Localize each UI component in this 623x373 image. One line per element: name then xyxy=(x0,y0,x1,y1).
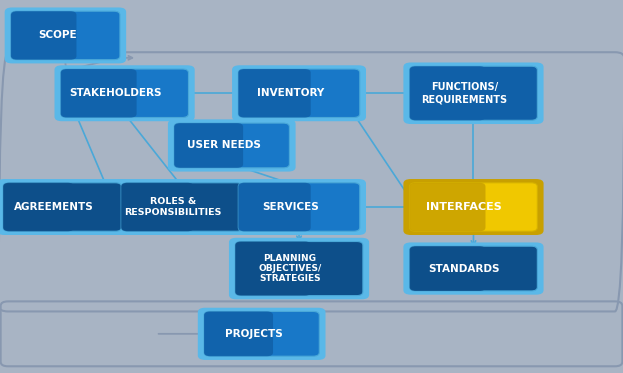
FancyBboxPatch shape xyxy=(61,69,188,117)
FancyBboxPatch shape xyxy=(404,242,543,295)
FancyBboxPatch shape xyxy=(168,119,295,172)
Text: STANDARDS: STANDARDS xyxy=(429,264,500,273)
FancyBboxPatch shape xyxy=(197,308,325,360)
FancyBboxPatch shape xyxy=(11,11,77,60)
FancyBboxPatch shape xyxy=(238,69,359,117)
FancyBboxPatch shape xyxy=(204,311,273,356)
Text: PROJECTS: PROJECTS xyxy=(224,329,282,339)
FancyBboxPatch shape xyxy=(115,179,249,235)
FancyBboxPatch shape xyxy=(174,123,243,168)
FancyBboxPatch shape xyxy=(235,242,311,295)
FancyBboxPatch shape xyxy=(3,183,121,231)
FancyBboxPatch shape xyxy=(410,66,537,120)
Text: ROLES &
RESPONSIBILITIES: ROLES & RESPONSIBILITIES xyxy=(125,197,222,217)
FancyBboxPatch shape xyxy=(174,123,289,168)
FancyBboxPatch shape xyxy=(410,66,485,120)
Text: STAKEHOLDERS: STAKEHOLDERS xyxy=(69,88,161,98)
Text: AGREEMENTS: AGREEMENTS xyxy=(14,202,93,212)
FancyBboxPatch shape xyxy=(410,183,485,231)
FancyBboxPatch shape xyxy=(238,183,359,231)
Text: USER NEEDS: USER NEEDS xyxy=(187,141,260,150)
FancyBboxPatch shape xyxy=(410,183,537,231)
Text: FUNCTIONS/
REQUIREMENTS: FUNCTIONS/ REQUIREMENTS xyxy=(421,82,507,104)
Text: SCOPE: SCOPE xyxy=(39,31,77,40)
FancyBboxPatch shape xyxy=(229,238,369,299)
FancyBboxPatch shape xyxy=(235,242,363,295)
FancyBboxPatch shape xyxy=(61,69,136,117)
FancyBboxPatch shape xyxy=(121,183,242,231)
FancyBboxPatch shape xyxy=(11,11,120,60)
FancyBboxPatch shape xyxy=(404,62,543,124)
FancyBboxPatch shape xyxy=(410,246,485,291)
FancyBboxPatch shape xyxy=(0,179,128,235)
FancyBboxPatch shape xyxy=(238,69,311,117)
FancyBboxPatch shape xyxy=(121,183,194,231)
FancyBboxPatch shape xyxy=(204,311,319,356)
Text: INVENTORY: INVENTORY xyxy=(257,88,324,98)
FancyBboxPatch shape xyxy=(410,246,537,291)
FancyBboxPatch shape xyxy=(3,183,74,231)
FancyBboxPatch shape xyxy=(238,183,311,231)
FancyBboxPatch shape xyxy=(4,7,126,63)
FancyBboxPatch shape xyxy=(404,179,543,235)
FancyBboxPatch shape xyxy=(232,65,366,121)
Text: SERVICES: SERVICES xyxy=(262,202,319,212)
FancyBboxPatch shape xyxy=(55,65,194,121)
FancyBboxPatch shape xyxy=(232,179,366,235)
Text: INTERFACES: INTERFACES xyxy=(426,202,502,212)
Text: PLANNING
OBJECTIVES/
STRATEGIES: PLANNING OBJECTIVES/ STRATEGIES xyxy=(258,254,321,283)
